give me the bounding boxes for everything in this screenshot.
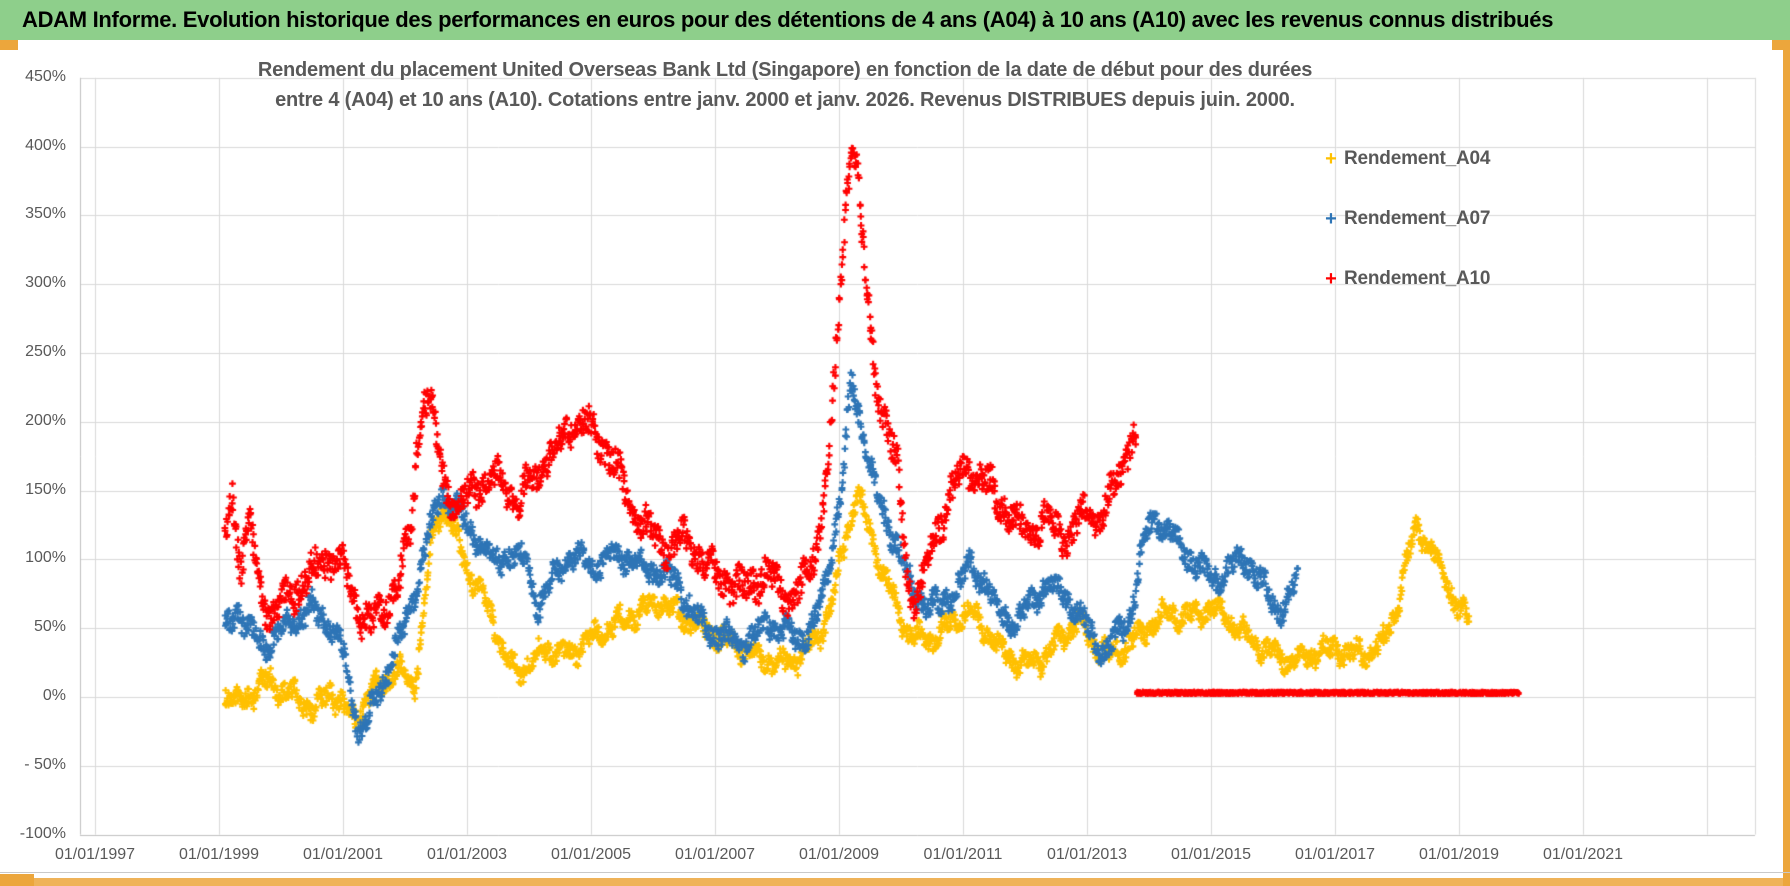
y-axis-tick-label: - 50% [24,755,66,773]
x-axis-tick-label: 01/01/2015 [1170,846,1252,863]
y-axis-tick-label: -100% [19,824,66,842]
x-axis-tick-label: 01/01/2011 [923,846,1003,863]
legend-plus-marker-icon: + [1325,147,1337,170]
x-axis-tick-label: 01/01/2021 [1542,846,1624,863]
y-axis-tick-label: 200% [25,411,66,429]
y-axis-tick-label: 350% [25,205,66,223]
y-axis-tick-label: 450% [25,67,66,85]
y-axis-tick-label: 250% [25,343,66,360]
y-axis-tick-label: 50% [33,618,66,636]
legend-item-label: Rendement_A07 [1344,208,1491,229]
x-axis-tick-label: 01/01/1997 [54,846,136,863]
x-axis-tick-label: 01/01/2003 [426,846,508,863]
chart-legend: + Rendement_A04 + Rendement_A07 + Rendement_A… [1318,146,1568,326]
x-axis-tick-label: 01/01/2007 [674,846,756,863]
x-axis-tick-label: 01/01/2005 [550,846,632,863]
legend-item-label: Rendement_A10 [1344,268,1491,289]
x-axis-tick-label: 01/01/2017 [1294,846,1376,863]
x-axis-tick-label: 01/01/2019 [1418,846,1500,863]
y-axis-tick-label: 0% [42,687,66,704]
legend-item-rendement_a04[interactable]: + Rendement_A04 [1318,146,1568,172]
chart-title-line1: Rendement du placement United Overseas B… [257,59,1313,81]
legend-plus-marker-icon: + [1325,267,1337,290]
legend-item-rendement_a10[interactable]: + Rendement_A10 [1318,266,1568,292]
x-axis-tick-label: 01/01/2001 [302,846,384,863]
x-axis-tick-label: 01/01/2009 [798,846,880,863]
x-axis-tick-label: 01/01/1999 [178,846,260,863]
y-axis-tick-label: 300% [25,274,66,292]
x-axis-tick-label: 01/01/2013 [1046,846,1128,863]
y-axis-tick-label: 400% [25,136,66,154]
legend-item-label: Rendement_A04 [1344,148,1491,169]
chart-title-line2: entre 4 (A04) et 10 ans (A10). Cotations… [275,89,1295,111]
y-axis-tick-label: 150% [25,480,66,498]
legend-item-rendement_a07[interactable]: + Rendement_A07 [1318,206,1568,232]
legend-plus-marker-icon: + [1325,207,1337,230]
y-axis-tick-label: 100% [25,549,66,567]
